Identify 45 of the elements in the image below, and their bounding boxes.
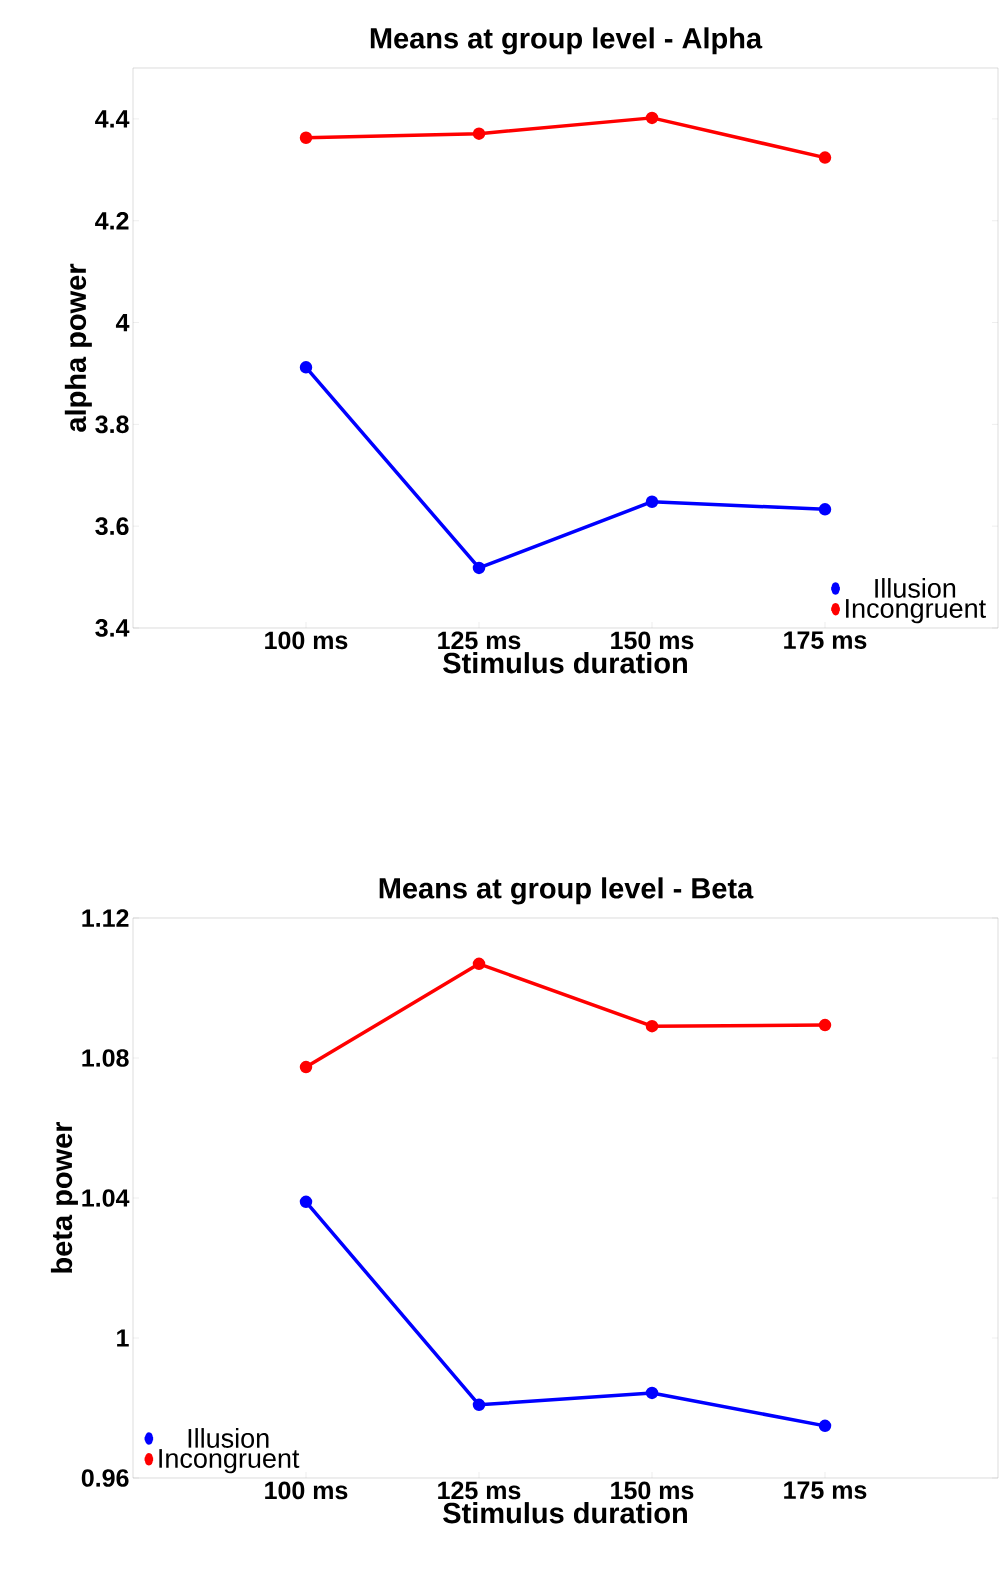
y-tick-label: 1.08 xyxy=(82,1049,129,1067)
point xyxy=(299,361,313,374)
chart-title: Means at group level - Beta xyxy=(379,877,754,905)
y-tick-label: 4 xyxy=(115,313,130,332)
legend-label: Illusion xyxy=(188,1428,269,1448)
point xyxy=(299,131,313,144)
y-tick-label: 4.4 xyxy=(95,110,130,128)
y-tick-label: 3.6 xyxy=(95,517,129,536)
legend-label: Incongruent xyxy=(846,599,986,624)
x-axis-title: Stimulus duration xyxy=(443,652,687,674)
x-tick-label: 125 ms xyxy=(438,631,521,650)
legend-label: Incongruent xyxy=(159,1449,300,1474)
x-tick-label: 150 ms xyxy=(611,631,694,650)
point xyxy=(299,1195,313,1209)
y-tick-label: 0.96 xyxy=(81,1469,129,1487)
y-tick-label: 1 xyxy=(117,1329,129,1347)
x-tick-label: 175 ms xyxy=(784,631,867,649)
y-tick-label: 1.04 xyxy=(82,1189,130,1207)
point xyxy=(299,1060,313,1074)
x-tick-label: 150 ms xyxy=(611,1481,694,1500)
x-tick-label: 100 ms xyxy=(265,631,348,650)
y-axis-title: beta power xyxy=(50,1121,78,1273)
point xyxy=(645,495,659,508)
point xyxy=(645,1019,659,1033)
point xyxy=(472,957,486,971)
point xyxy=(472,561,486,575)
point xyxy=(472,127,486,140)
x-tick-label: 125 ms xyxy=(438,1481,521,1500)
y-tick-label: 3.4 xyxy=(95,619,130,637)
y-tick-label: 3.8 xyxy=(95,415,129,434)
point xyxy=(818,1419,832,1433)
x-axis-title: Stimulus duration xyxy=(443,1502,687,1524)
point xyxy=(818,151,832,164)
y-tick-label: 1.12 xyxy=(82,909,129,927)
y-axis-title: alpha power xyxy=(64,263,92,432)
point xyxy=(645,1386,659,1400)
point xyxy=(818,503,832,516)
point xyxy=(472,1398,486,1412)
x-tick-label: 175 ms xyxy=(784,1481,867,1499)
x-tick-label: 100 ms xyxy=(265,1481,348,1500)
legend-label: Illusion xyxy=(875,578,956,598)
point xyxy=(645,111,659,125)
chart-title: Means at group level - Alpha xyxy=(370,27,763,55)
y-tick-label: 4.2 xyxy=(95,211,129,230)
point xyxy=(818,1018,832,1032)
